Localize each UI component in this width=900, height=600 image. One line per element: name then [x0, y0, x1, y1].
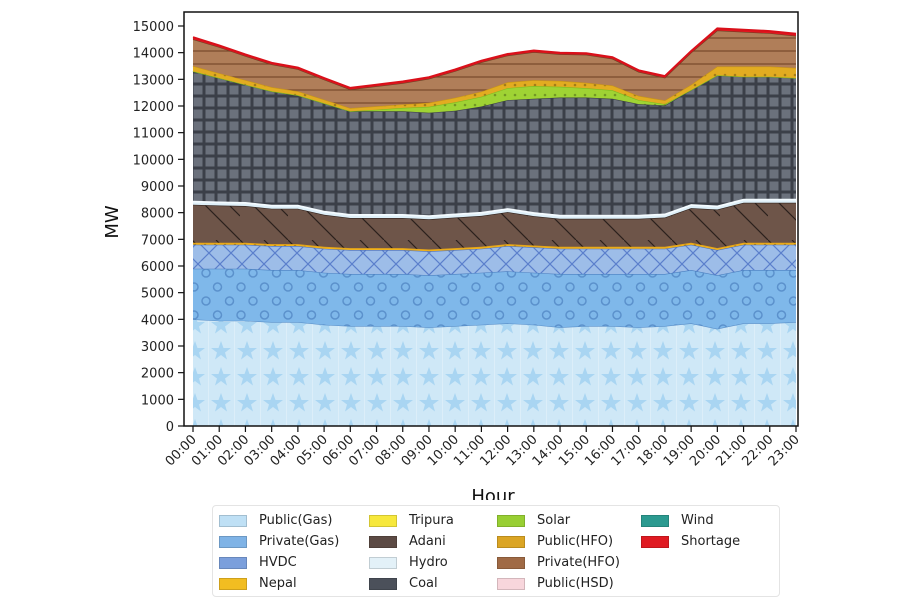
legend-label: Public(HSD) [537, 576, 614, 591]
y-tick-label: 6000 [141, 260, 174, 275]
area-edge-private-hfo [192, 29, 797, 91]
legend-label: Adani [409, 534, 446, 549]
legend-item: Private(HFO) [497, 552, 641, 573]
legend-swatch [497, 577, 525, 590]
legend-label: Private(HFO) [537, 555, 620, 570]
area-layers [192, 27, 797, 426]
legend-label: HVDC [259, 555, 297, 570]
y-tick-label: 11000 [133, 127, 174, 142]
legend: Public(Gas) Private(Gas) HVDC Nepal Tripura A… [212, 505, 780, 597]
legend-item: Tripura [369, 510, 497, 531]
legend-label: Private(Gas) [259, 534, 340, 549]
area-private-hfo [193, 30, 796, 109]
area-hvdc [193, 244, 796, 276]
legend-label: Public(Gas) [259, 513, 333, 528]
legend-item: Solar [497, 510, 641, 531]
area-nepal [193, 242, 796, 252]
y-tick-label: 14000 [133, 47, 174, 62]
y-tick-label: 9000 [141, 180, 174, 195]
legend-swatch [369, 556, 397, 569]
y-tick-label: 3000 [141, 340, 174, 355]
legend-item: Public(HSD) [497, 573, 641, 594]
legend-label: Shortage [681, 534, 741, 549]
legend-swatch [497, 535, 525, 548]
legend-swatch [641, 514, 669, 527]
legend-swatch [219, 556, 247, 569]
legend-item: Wind [641, 510, 781, 531]
y-tick-label: 15000 [133, 20, 174, 35]
y-tick-label: 8000 [141, 207, 174, 222]
y-tick-label: 12000 [133, 100, 174, 115]
y-tick-label: 10000 [133, 153, 174, 168]
y-tick-label: 2000 [141, 367, 174, 382]
legend-item: Public(Gas) [219, 510, 369, 531]
legend-label: Solar [537, 513, 571, 528]
legend-swatch [497, 556, 525, 569]
area-coal [193, 71, 796, 216]
area-private-gas [193, 268, 796, 329]
legend-label: Coal [409, 576, 438, 591]
y-tick-label: 5000 [141, 287, 174, 302]
legend-item: Private(Gas) [219, 531, 369, 552]
legend-label: Tripura [409, 513, 454, 528]
legend-label: Nepal [259, 576, 297, 591]
y-axis: 0 1000 2000 3000 4000 5000 6000 7000 8000 9000 100… [133, 20, 184, 435]
area-public-hfo [193, 66, 796, 112]
legend-swatch [369, 535, 397, 548]
legend-item: Shortage [641, 531, 781, 552]
legend-swatch [369, 577, 397, 590]
legend-swatch [369, 514, 397, 527]
area-adani [193, 202, 796, 250]
area-public-gas [193, 319, 796, 426]
plot-frame [183, 11, 799, 427]
legend-item: Public(HFO) [497, 531, 641, 552]
y-tick-label: 13000 [133, 73, 174, 88]
stacked-area-chart: 0 1000 2000 3000 4000 5000 6000 7000 8000 9000 100… [102, 11, 803, 500]
legend-item: Adani [369, 531, 497, 552]
y-tick-label: 4000 [141, 313, 174, 328]
legend-swatch [641, 535, 669, 548]
y-tick-label: 1000 [141, 393, 174, 408]
legend-label: Hydro [409, 555, 448, 570]
legend-swatch [219, 514, 247, 527]
y-tick-label: 0 [166, 420, 174, 435]
legend-swatch [219, 535, 247, 548]
y-tick-label: 7000 [141, 233, 174, 248]
area-edge-shortage [192, 27, 797, 89]
legend-item: Coal [369, 573, 497, 594]
legend-grid: Public(Gas) Private(Gas) HVDC Nepal Tripura A… [219, 510, 781, 594]
x-axis: 00:0001:0002:0003:0004:0005:0006:0007:00… [163, 426, 803, 469]
legend-item: Hydro [369, 552, 497, 573]
legend-label: Wind [681, 513, 714, 528]
legend-swatch [497, 514, 525, 527]
legend-label: Public(HFO) [537, 534, 614, 549]
legend-swatch [219, 577, 247, 590]
area-solar [193, 71, 796, 113]
legend-item: Nepal [219, 573, 369, 594]
x-axis-title: Hour [471, 486, 515, 500]
legend-item: HVDC [219, 552, 369, 573]
y-axis-title: MW [102, 205, 123, 239]
